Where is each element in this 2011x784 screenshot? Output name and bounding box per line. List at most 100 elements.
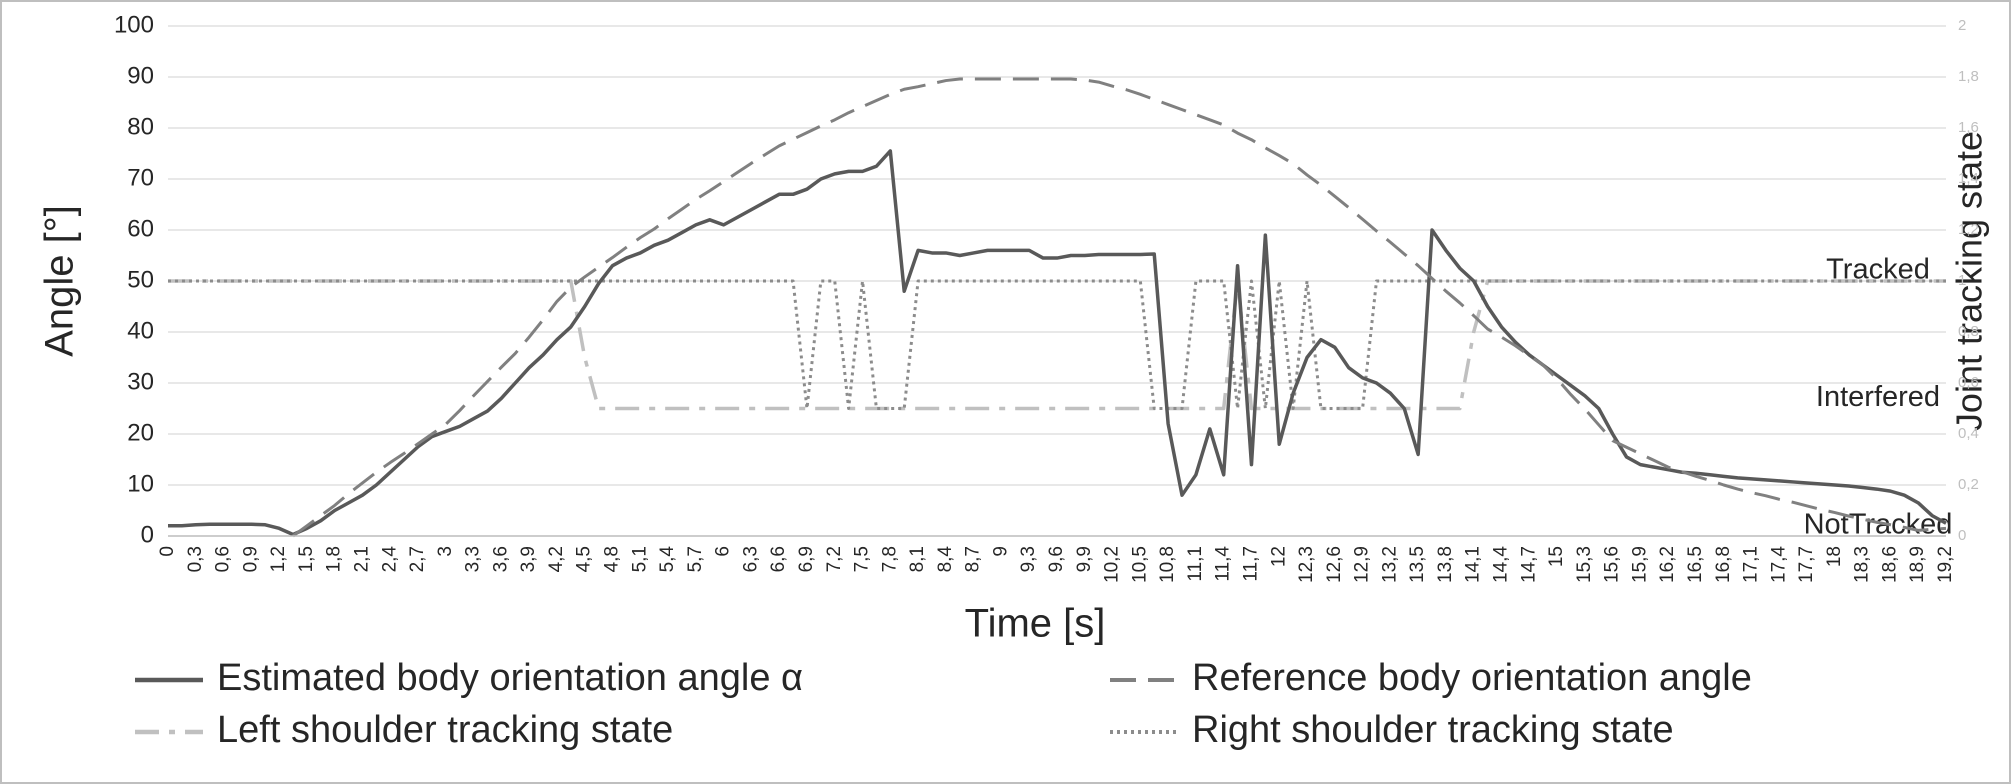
x-tick-label: 11,4 bbox=[1213, 546, 1234, 582]
y-tick-label: 60 bbox=[127, 215, 154, 242]
x-tick-label: 18 bbox=[1824, 546, 1845, 567]
x-tick-label: 3,9 bbox=[518, 546, 539, 572]
x-tick-label: 18,9 bbox=[1907, 546, 1928, 583]
x-tick-label: 18,6 bbox=[1879, 546, 1900, 583]
x-tick-label: 11,7 bbox=[1240, 546, 1261, 582]
y-tick-label: 20 bbox=[127, 419, 154, 446]
x-tick-label: 15,6 bbox=[1602, 546, 1623, 583]
y-tick-label: 70 bbox=[127, 164, 154, 191]
x-tick-label: 17,7 bbox=[1796, 546, 1817, 583]
x-tick-label: 0,6 bbox=[213, 546, 234, 572]
x-tick-label: 13,2 bbox=[1379, 546, 1400, 583]
y2-tick-label: 0,4 bbox=[1958, 425, 1979, 442]
x-tick-label: 13,8 bbox=[1435, 546, 1456, 583]
x-tick-label: 19,2 bbox=[1935, 546, 1956, 583]
x-tick-label: 1,2 bbox=[268, 546, 289, 572]
x-tick-label: 3,6 bbox=[490, 546, 511, 572]
y2-tick-label: 0,2 bbox=[1958, 476, 1979, 493]
y-tick-label: 50 bbox=[127, 266, 154, 293]
y2-tick-label: 1,4 bbox=[1958, 170, 1979, 187]
x-tick-label: 9,3 bbox=[1018, 546, 1039, 572]
legend-label: Estimated body orientation angle α bbox=[217, 657, 803, 699]
x-tick-label: 0,9 bbox=[240, 546, 261, 572]
x-tick-label: 6 bbox=[713, 546, 734, 557]
x-tick-label: 4,5 bbox=[574, 546, 595, 572]
y2-axis-title: Joint tracking state bbox=[1949, 131, 1990, 431]
y2-tick-label: 1,6 bbox=[1958, 119, 1979, 136]
x-tick-label: 2,4 bbox=[379, 546, 400, 573]
x-tick-label: 0,3 bbox=[185, 546, 206, 572]
x-axis-title: Time [s] bbox=[965, 602, 1106, 646]
x-tick-label: 1,8 bbox=[324, 546, 345, 572]
legend-label: Reference body orientation angle bbox=[1192, 657, 1752, 699]
x-tick-label: 15 bbox=[1546, 546, 1567, 567]
y2-tick-label: 2 bbox=[1958, 17, 1966, 34]
x-tick-label: 5,1 bbox=[629, 546, 650, 572]
x-tick-label: 14,7 bbox=[1518, 546, 1539, 583]
x-tick-label: 6,9 bbox=[796, 546, 817, 572]
x-tick-label: 12,3 bbox=[1296, 546, 1317, 583]
x-tick-label: 6,6 bbox=[768, 546, 789, 572]
x-tick-label: 8,1 bbox=[907, 546, 928, 572]
legend-label: Left shoulder tracking state bbox=[217, 709, 673, 751]
y2-tick-label: 1 bbox=[1958, 272, 1966, 289]
legend-label: Right shoulder tracking state bbox=[1192, 709, 1674, 751]
x-tick-label: 13,5 bbox=[1407, 546, 1428, 583]
x-tick-label: 10,8 bbox=[1157, 546, 1178, 583]
x-tick-label: 16,5 bbox=[1685, 546, 1706, 583]
x-tick-label: 9,9 bbox=[1074, 546, 1095, 572]
y-tick-label: 30 bbox=[127, 368, 154, 395]
x-tick-label: 17,4 bbox=[1768, 546, 1789, 583]
y-tick-label: 100 bbox=[114, 11, 154, 38]
x-tick-label: 11,1 bbox=[1185, 546, 1206, 582]
x-tick-label: 14,4 bbox=[1491, 546, 1512, 583]
y-tick-label: 10 bbox=[127, 470, 154, 497]
x-tick-label: 16,8 bbox=[1713, 546, 1734, 583]
x-tick-label: 8,4 bbox=[935, 546, 956, 573]
y2-tick-label: 0,6 bbox=[1958, 374, 1979, 391]
x-tick-label: 12,6 bbox=[1324, 546, 1345, 583]
x-tick-label: 3 bbox=[435, 546, 456, 557]
y2-tick-label: 0,8 bbox=[1958, 323, 1979, 340]
x-tick-label: 12 bbox=[1268, 546, 1289, 567]
x-tick-label: 16,2 bbox=[1657, 546, 1678, 583]
x-tick-label: 1,5 bbox=[296, 546, 317, 572]
x-tick-label: 5,4 bbox=[657, 546, 678, 573]
x-tick-label: 17,1 bbox=[1741, 546, 1762, 583]
x-tick-label: 8,7 bbox=[963, 546, 984, 572]
y2-tick-label: 0 bbox=[1958, 527, 1966, 544]
x-tick-label: 2,1 bbox=[351, 546, 372, 572]
x-tick-label: 6,3 bbox=[740, 546, 761, 572]
x-tick-label: 15,3 bbox=[1574, 546, 1595, 583]
y2-tick-label: 1,2 bbox=[1958, 221, 1979, 238]
x-tick-label: 9,6 bbox=[1046, 546, 1067, 572]
x-tick-label: 18,3 bbox=[1852, 546, 1873, 583]
series-line bbox=[168, 149, 1947, 537]
x-tick-label: 5,7 bbox=[685, 546, 706, 572]
x-tick-label: 3,3 bbox=[463, 546, 484, 572]
y-tick-label: 0 bbox=[141, 521, 154, 548]
y-axis-title: Angle [°] bbox=[38, 205, 82, 357]
x-tick-label: 7,2 bbox=[824, 546, 845, 572]
x-tick-label: 14,1 bbox=[1463, 546, 1484, 583]
y2-tick-label: 1,8 bbox=[1958, 68, 1979, 85]
x-tick-label: 10,2 bbox=[1102, 546, 1123, 583]
y-tick-label: 80 bbox=[127, 113, 154, 140]
x-tick-label: 15,9 bbox=[1629, 546, 1650, 583]
x-tick-label: 0 bbox=[157, 546, 178, 557]
y2-state-label: Interfered bbox=[1816, 381, 1940, 413]
x-tick-label: 7,8 bbox=[879, 546, 900, 572]
x-tick-label: 4,8 bbox=[602, 546, 623, 572]
x-tick-label: 2,7 bbox=[407, 546, 428, 572]
x-tick-label: 12,9 bbox=[1352, 546, 1373, 583]
x-tick-label: 9 bbox=[990, 546, 1011, 557]
y-tick-label: 40 bbox=[127, 317, 154, 344]
series-line bbox=[168, 279, 1946, 410]
x-tick-label: 10,5 bbox=[1129, 546, 1150, 583]
y-tick-label: 90 bbox=[127, 62, 154, 89]
x-tick-label: 4,2 bbox=[546, 546, 567, 572]
x-tick-label: 7,5 bbox=[852, 546, 873, 572]
